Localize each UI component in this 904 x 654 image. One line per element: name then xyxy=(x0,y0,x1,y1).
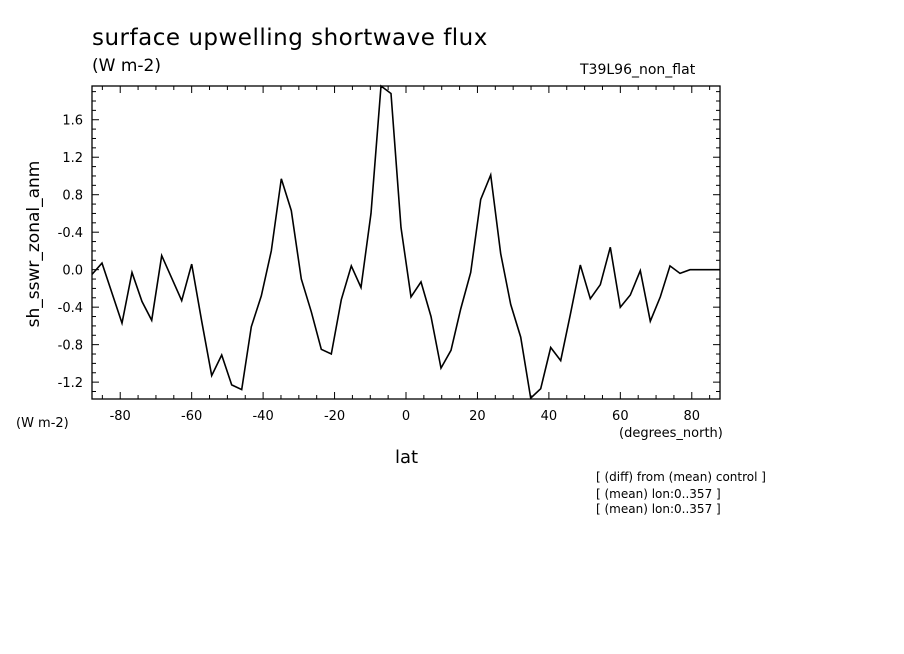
x-tick-label: 80 xyxy=(684,409,701,424)
y-axis-units: (W m-2) xyxy=(16,416,69,431)
y-tick-label: 0.8 xyxy=(62,189,83,204)
x-tick-label: -20 xyxy=(324,409,345,424)
x-tick-label: 60 xyxy=(612,409,629,424)
x-axis-label: lat xyxy=(395,447,419,468)
x-tick-label: -40 xyxy=(252,409,273,424)
axis-ticks: -80 -60 -40 -20 0 20 40 60 80 -1.2 -0.8 -0.4 0.0 -0.4… xyxy=(58,86,720,424)
y-tick-label: -0.4 xyxy=(58,226,83,241)
x-tick-label: 20 xyxy=(469,409,486,424)
run-label: T39L96_non_flat xyxy=(580,62,696,78)
note-line-3: [ (mean) lon:0..357 ] xyxy=(596,502,721,516)
y-tick-label: -1.2 xyxy=(58,376,83,391)
x-tick-label: 0 xyxy=(402,409,410,424)
series-line xyxy=(91,84,720,400)
x-tick-label: 40 xyxy=(541,409,558,424)
y-tick-label: 0.0 xyxy=(62,264,83,279)
chart-units: (W m-2) xyxy=(92,56,161,76)
y-tick-label: 1.6 xyxy=(62,114,83,129)
y-tick-label: -0.4 xyxy=(58,301,83,316)
note-line-2: [ (mean) lon:0..357 ] xyxy=(596,487,721,501)
x-tick-label: -60 xyxy=(181,409,202,424)
y-tick-label: 1.2 xyxy=(62,151,83,166)
chart-title: surface upwelling shortwave flux xyxy=(92,25,488,51)
series-group xyxy=(91,84,720,400)
x-axis-units: (degrees_north) xyxy=(619,426,723,441)
y-tick-label: -0.8 xyxy=(58,339,83,354)
plot-frame xyxy=(91,85,721,400)
x-tick-label: -80 xyxy=(110,409,131,424)
note-line-1: [ (diff) from (mean) control ] xyxy=(596,470,766,484)
